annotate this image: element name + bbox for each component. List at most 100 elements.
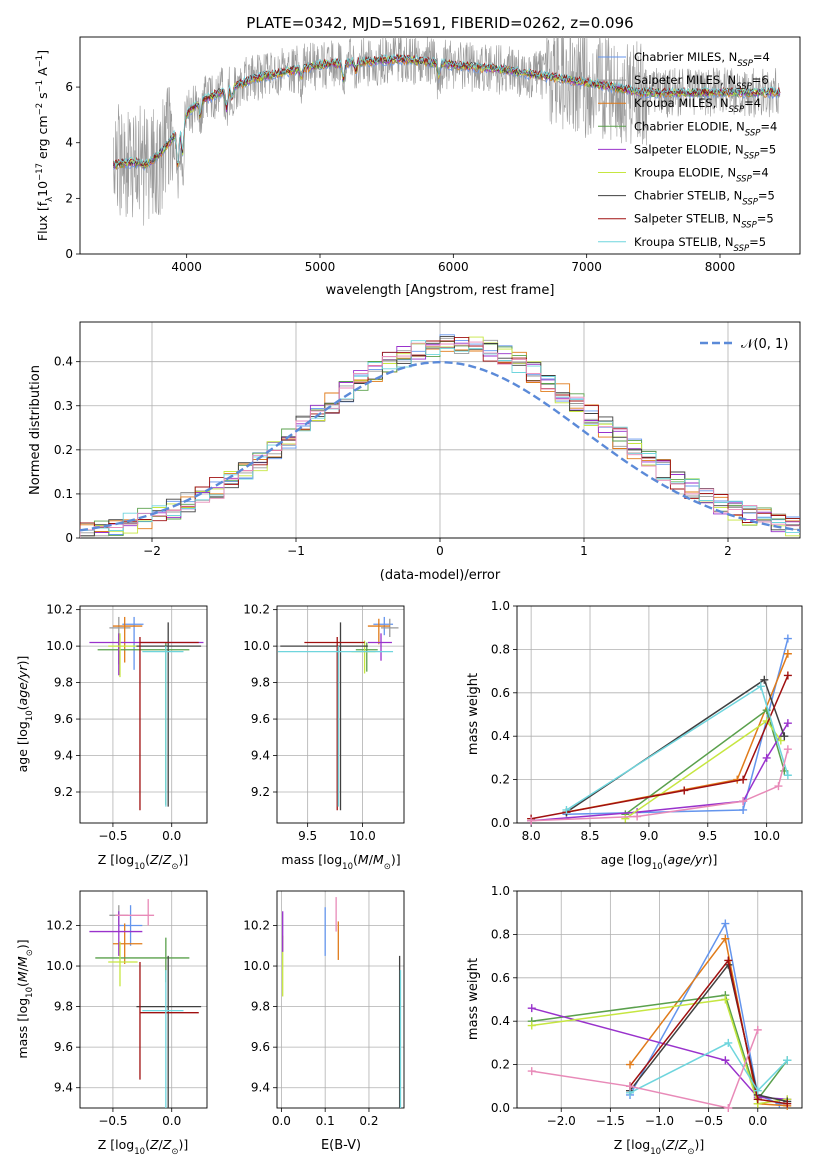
spectrum-ylabel: Flux [fλ10−17 erg cm−2 s−1 A−1] — [35, 50, 55, 241]
mass_vs_Z-ytick-label: 10.2 — [46, 918, 73, 932]
age_vs_Z-ytick-label: 10.0 — [46, 639, 73, 653]
massweight_vs_age-point-marker — [780, 732, 789, 741]
massweight_vs_Z-series-line — [531, 994, 788, 1101]
age_vs_Z-xtick-label: 0.0 — [162, 829, 181, 843]
massweight_vs_age-point-marker — [760, 675, 769, 684]
legend-entry-label-part: Chabrier MILES, N — [634, 50, 737, 64]
massweight_vs_age-point-marker — [756, 682, 765, 691]
residuals-xtick-label: −2 — [143, 544, 161, 558]
massweight_vs_Z-ytick-label: 0.8 — [491, 927, 510, 941]
massweight_vs_Z-series-line — [531, 1029, 759, 1108]
massweight-vs-age-ylabel: mass weight — [466, 673, 481, 755]
age_vs_mass-axes: 9.5 10.0 9.2 9.4 9.6 9.8 10.0 10.2 — [243, 603, 404, 843]
mass_vs_Z-xtick-label: −0.5 — [98, 1114, 127, 1128]
age_vs_Z-axes: −0.5 0.0 9.2 9.4 9.6 9.8 10.0 10.2 — [46, 603, 207, 843]
age-vs-z-xlabel-part: ( — [145, 852, 150, 867]
massweight-vs-age-xlabel-part: )] — [708, 852, 718, 867]
mass_vs_ebv-xtick-label: 0.2 — [359, 1114, 378, 1128]
legend-entry-label-part: =5 — [758, 189, 775, 203]
massweight_vs_Z-ytick-label: 0.2 — [491, 1058, 510, 1072]
mass_vs_ebv-xtick-label: 0.0 — [272, 1114, 291, 1128]
spectrum-ytick-label: 2 — [65, 191, 73, 205]
mass_vs_Z-axes: −0.5 0.0 9.4 9.6 9.8 10.0 10.2 — [46, 891, 207, 1128]
age_vs_mass-ytick-label: 9.2 — [251, 785, 270, 799]
age_vs_mass-ytick-label: 9.6 — [251, 712, 270, 726]
legend-entry-label-part: Salpeter ELODIE, N — [634, 142, 744, 156]
mass_vs_ebv-ytick-label: 10.0 — [243, 959, 270, 973]
age_vs_Z-ytick-label: 9.2 — [54, 785, 73, 799]
massweight-vs-z-xlabel: Z [log10(Z/Z⊙)] — [614, 1137, 704, 1157]
massweight_vs_age-series-line — [531, 722, 789, 822]
massweight_vs_age-ytick-label: 1.0 — [491, 599, 510, 613]
legend-entry-label-part: Salpeter STELIB, N — [634, 212, 741, 226]
mass-vs-z-xlabel-part: )] — [178, 1137, 188, 1152]
massweight-vs-z-xlabel-part: Z [log — [614, 1137, 650, 1152]
legend-entry-label: Salpeter MILES, NSSP=6 — [634, 73, 769, 92]
legend-entry-label: Salpeter ELODIE, NSSP=5 — [634, 142, 776, 161]
spectrum-ytick-label: 0 — [65, 247, 73, 261]
legend-entry-label-part: SSP — [729, 105, 745, 115]
legend-entry-label: Chabrier ELODIE, NSSP=4 — [634, 119, 777, 138]
mass_vs_Z-xtick-label: 0.0 — [162, 1114, 181, 1128]
massweight-vs-age-xlabel-part: age/yr — [668, 852, 709, 867]
age-vs-z-ylabel-part: ( — [15, 705, 30, 710]
massweight_vs_Z-point-marker — [724, 956, 733, 965]
age-vs-mass-xlabel-part: M — [373, 852, 384, 867]
mass_vs_ebv-ytick-label: 9.6 — [251, 1040, 270, 1054]
mass_vs_Z-ytick-label: 10.0 — [46, 959, 73, 973]
massweight_vs_Z-point-marker — [724, 1038, 733, 1047]
massweight_vs_age-point-marker — [783, 719, 792, 728]
age-vs-mass-xlabel-part: M — [358, 852, 369, 867]
residuals-xtick-label: 0 — [436, 544, 444, 558]
legend-entry-label-part: =5 — [759, 142, 776, 156]
massweight-vs-age-xlabel-part: age [log — [601, 852, 652, 867]
massweight-vs-z-xlabel-part: / — [675, 1137, 680, 1152]
legend-entry-label-part: SSP — [736, 82, 752, 92]
age_vs_Z-ytick-label: 9.4 — [54, 749, 73, 763]
mass_vs_ebv-frame — [276, 890, 405, 1109]
massweight_vs_Z-point-marker — [527, 1067, 536, 1076]
spectrum-ylabel-part: erg cm — [35, 115, 50, 163]
massweight_vs_Z-point-marker — [783, 1056, 792, 1065]
legend-entry-label-part: SSP — [745, 128, 761, 138]
mass-vs-z-xlabel-part: / — [159, 1137, 164, 1152]
massweight_vs_age-xtick-label: 9.5 — [698, 829, 717, 843]
massweight_vs_age-point-marker — [783, 745, 792, 754]
residuals-ytick-label: 0.1 — [54, 487, 73, 501]
massweight_vs_age-frame — [516, 605, 803, 824]
gaussian-legend-label: 𝒩(0, 1) — [741, 337, 788, 352]
age-vs-z-xlabel-part: Z — [149, 852, 159, 867]
age_vs_mass-ytick-label: 10.0 — [243, 639, 270, 653]
age-vs-z-xlabel-part: )] — [178, 852, 188, 867]
massweight_vs_Z-ytick-label: 0.4 — [491, 1014, 510, 1028]
mass_vs_ebv-ytick-label: 10.2 — [243, 918, 270, 932]
mass_vs_ebv-ytick-label: 9.8 — [251, 1000, 270, 1014]
massweight_vs_age-xtick-label: 8.0 — [522, 829, 541, 843]
age-vs-mass-xlabel-part: ( — [353, 852, 358, 867]
spectrum-xtick-label: 6000 — [438, 260, 469, 274]
spectrum-ylabel-part: ] — [35, 50, 50, 55]
legend-entry-label: Kroupa MILES, NSSP=4 — [634, 96, 761, 115]
mass-vs-z-xlabel-part: ( — [145, 1137, 150, 1152]
mass-vs-z-ylabel-part: ( — [15, 982, 30, 987]
mass-vs-z-xlabel: Z [log10(Z/Z⊙)] — [98, 1137, 188, 1157]
spectrum-xtick-label: 7000 — [571, 260, 602, 274]
spectrum-ylabel-part: −17 — [35, 163, 45, 181]
massweight_vs_Z-point-marker — [753, 1086, 762, 1095]
mass-vs-z-xlabel-part: Z [log — [98, 1137, 134, 1152]
age_vs_Z-ytick-label: 9.8 — [54, 676, 73, 690]
age-vs-mass-xlabel: mass [log10(M/M⊙)] — [281, 852, 400, 872]
residuals-axes: −2 −1 0 1 2 0 0.1 0.2 0.3 0.4 — [54, 322, 800, 558]
mass-vs-z-ylabel-part: 10 — [25, 987, 35, 998]
age_vs_mass-xtick-label: 10.0 — [349, 829, 376, 843]
massweight_vs_Z-xtick-label: −0.5 — [694, 1114, 723, 1128]
legend-entry-label-part: SSP — [742, 198, 758, 208]
spectrum-ylabel-part: −2 — [35, 103, 45, 116]
age-vs-z-xlabel-part: Z [log — [98, 852, 134, 867]
legend-entry-label-part: Chabrier ELODIE, N — [634, 119, 745, 133]
spectrum-ylabel-part: λ — [45, 197, 55, 202]
residuals-xtick-label: 1 — [580, 544, 588, 558]
legend-entry-label-part: SSP — [741, 221, 757, 231]
massweight-vs-age-xlabel: age [log10(age/yr)] — [601, 852, 718, 872]
